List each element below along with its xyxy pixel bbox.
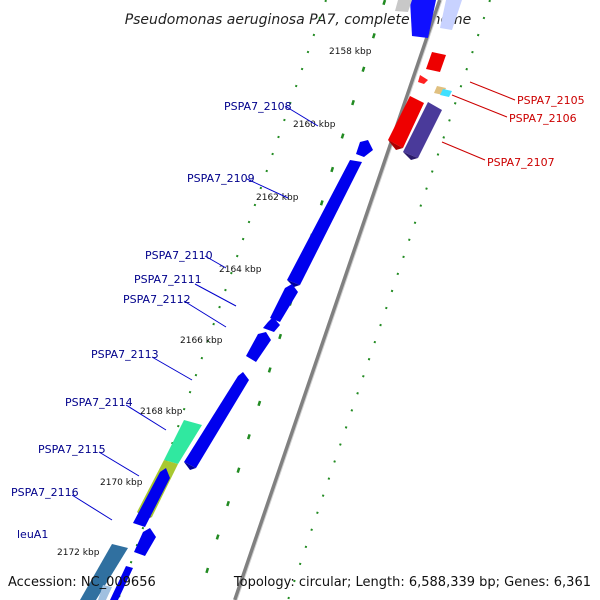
outer-tick-track (287, 0, 491, 600)
gene-arrow-shadow (388, 140, 403, 150)
genome-backbone (233, 0, 442, 600)
kbp-tick-label: 2172 kbp (57, 548, 100, 558)
gene-label-pspa7-2114[interactable]: PSPA7_2114 (65, 396, 133, 409)
forward-strand-genes (80, 140, 373, 600)
kbp-tick-label: 2166 kbp (180, 336, 223, 346)
gene-arrow-pspa7-2113[interactable] (184, 372, 249, 468)
gene-label-pspa7-2116[interactable]: PSPA7_2116 (11, 486, 79, 499)
gene-arrow-pspa7-2110[interactable] (270, 284, 298, 322)
gene-arrow-leua1-shaded[interactable] (80, 544, 128, 600)
gene-arrow-bottom[interactable] (110, 566, 133, 600)
reverse-leader-lines (441, 81, 516, 161)
kbp-tick-label: 2164 kbp (219, 265, 262, 275)
forward-leader-lines (71, 105, 319, 521)
gene-block (98, 585, 112, 600)
gene-arrow-small[interactable] (418, 75, 428, 84)
gene-arrow-pspa7-2109[interactable] (287, 160, 362, 285)
kbp-tick-label: 2170 kbp (100, 478, 143, 488)
kbp-tick-labels: 2158 kbp 2160 kbp 2162 kbp 2164 kbp 2166… (57, 47, 372, 558)
gene-arrow-pspa7-2114[interactable] (164, 420, 202, 464)
gene-label-pspa7-2112[interactable]: PSPA7_2112 (123, 293, 191, 306)
gene-label-pspa7-2111[interactable]: PSPA7_2111 (134, 273, 202, 286)
gene-arrow-pspa7-2116[interactable] (133, 468, 170, 527)
gene-arrow-leua1[interactable] (134, 528, 156, 556)
genome-backbone-highlight (236, 0, 443, 600)
gene-arrow-shadow (184, 462, 196, 470)
gene-arrow-pspa7-2107[interactable] (403, 102, 442, 158)
gene-arrow-pspa7-2105-body[interactable] (388, 96, 424, 148)
gene-label-pspa7-2106[interactable]: PSPA7_2106 (509, 112, 577, 125)
gene-label-pspa7-2109[interactable]: PSPA7_2109 (187, 172, 255, 185)
gene-label-pspa7-2107[interactable]: PSPA7_2107 (487, 156, 555, 169)
gene-label-pspa7-2110[interactable]: PSPA7_2110 (145, 249, 213, 262)
gene-arrow-pspa7-2112[interactable] (246, 332, 271, 362)
gene-label-pspa7-2108[interactable]: PSPA7_2108 (224, 100, 292, 113)
gene-arrow-shadow (287, 280, 300, 287)
gene-label-pspa7-2113[interactable]: PSPA7_2113 (91, 348, 159, 361)
kbp-tick-label: 2168 kbp (140, 407, 183, 417)
gene-label-leua1[interactable]: leuA1 (17, 528, 48, 541)
kbp-tick-label: 2162 kbp (256, 193, 299, 203)
map-title: Pseudomonas aeruginosa PA7, complete gen… (125, 12, 472, 28)
gene-label-pspa7-2105[interactable]: PSPA7_2105 (517, 94, 585, 107)
gene-arrow-pspa7-2106[interactable] (440, 89, 452, 97)
gene-arrow-shadow (403, 152, 418, 160)
gene-arrow-pspa7-2111[interactable] (263, 317, 280, 332)
accession-text: Accession: NC_009656 (8, 575, 156, 590)
gene-block (410, 0, 436, 38)
forward-gene-labels: PSPA7_2108 PSPA7_2109 PSPA7_2110 PSPA7_2… (11, 100, 292, 541)
topology-text: Topology: circular; Length: 6,588,339 bp… (233, 575, 591, 590)
gene-arrow-pspa7-2108[interactable] (356, 140, 373, 157)
gene-block (440, 0, 462, 30)
gene-block (395, 0, 412, 12)
kbp-tick-label: 2160 kbp (293, 120, 336, 130)
kbp-tick-label: 2158 kbp (329, 47, 372, 57)
reverse-gene-labels: PSPA7_2105 PSPA7_2106 PSPA7_2107 (487, 94, 585, 169)
reverse-strand-genes (388, 52, 452, 160)
gene-label-pspa7-2115[interactable]: PSPA7_2115 (38, 443, 106, 456)
gene-arrow-pspa7-2105[interactable] (426, 52, 446, 72)
